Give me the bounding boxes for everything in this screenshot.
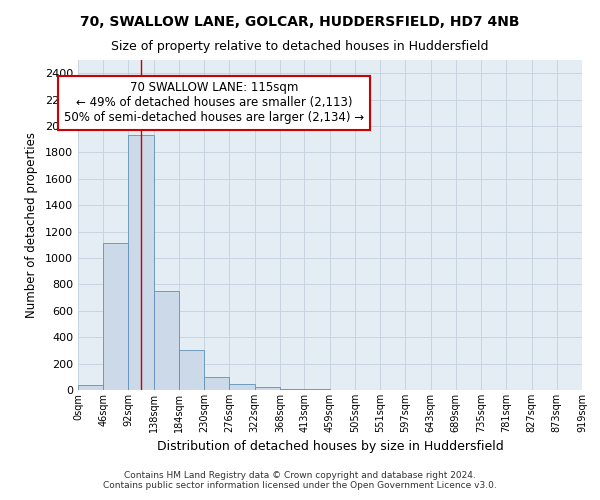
Bar — [280, 388, 304, 390]
Text: 70, SWALLOW LANE, GOLCAR, HUDDERSFIELD, HD7 4NB: 70, SWALLOW LANE, GOLCAR, HUDDERSFIELD, … — [80, 15, 520, 29]
Text: Size of property relative to detached houses in Huddersfield: Size of property relative to detached ho… — [111, 40, 489, 53]
Bar — [304, 388, 330, 390]
Bar — [78, 384, 103, 390]
Bar — [229, 384, 254, 390]
Text: 70 SWALLOW LANE: 115sqm
← 49% of detached houses are smaller (2,113)
50% of semi: 70 SWALLOW LANE: 115sqm ← 49% of detache… — [64, 82, 364, 124]
Text: Contains HM Land Registry data © Crown copyright and database right 2024.
Contai: Contains HM Land Registry data © Crown c… — [103, 470, 497, 490]
Bar — [254, 386, 280, 390]
X-axis label: Distribution of detached houses by size in Huddersfield: Distribution of detached houses by size … — [157, 440, 503, 454]
Bar — [179, 350, 204, 390]
Bar — [204, 377, 229, 390]
Bar — [154, 291, 179, 390]
Y-axis label: Number of detached properties: Number of detached properties — [25, 132, 38, 318]
Bar — [103, 244, 128, 390]
Bar — [128, 135, 154, 390]
